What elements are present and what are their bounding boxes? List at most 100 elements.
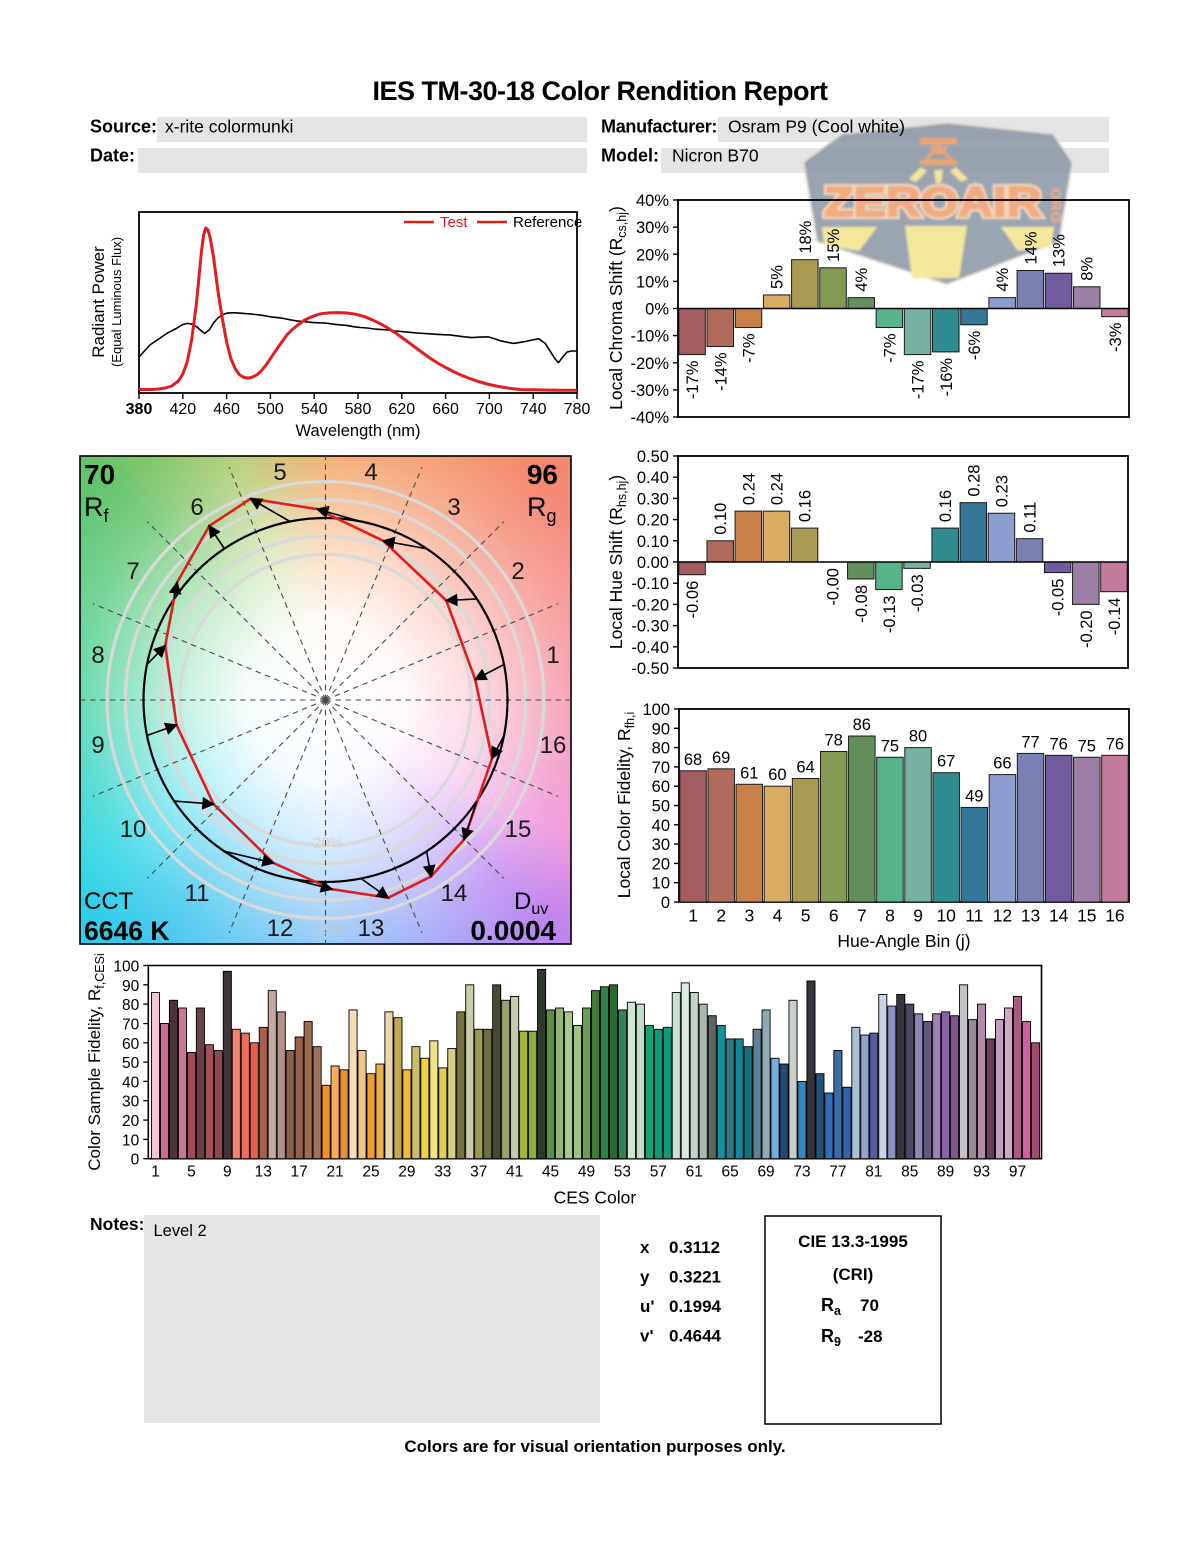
- svg-text:0.24: 0.24: [768, 473, 786, 505]
- svg-text:11: 11: [185, 880, 210, 907]
- svg-text:1: 1: [151, 1164, 160, 1181]
- svg-text:14: 14: [441, 880, 468, 907]
- svg-text:3: 3: [447, 494, 460, 521]
- svg-text:80: 80: [909, 728, 927, 746]
- svg-text:0: 0: [131, 1152, 140, 1169]
- svg-text:12: 12: [993, 906, 1012, 926]
- svg-text:Test: Test: [440, 214, 468, 231]
- svg-text:5: 5: [801, 906, 811, 926]
- svg-text:70: 70: [860, 1296, 879, 1315]
- svg-text:4: 4: [364, 459, 377, 486]
- svg-text:Local Chroma Shift (Rcs,hj): Local Chroma Shift (Rcs,hj): [606, 206, 629, 410]
- svg-text:20%: 20%: [636, 246, 669, 264]
- svg-text:(CRI): (CRI): [833, 1265, 874, 1284]
- svg-text:40%: 40%: [636, 192, 669, 210]
- svg-text:5: 5: [187, 1164, 196, 1181]
- svg-text:0.10: 0.10: [637, 533, 669, 551]
- svg-text:60: 60: [652, 778, 670, 796]
- svg-text:16: 16: [540, 732, 567, 759]
- svg-text:0.30: 0.30: [637, 490, 669, 508]
- svg-text:-0.05: -0.05: [1050, 579, 1068, 617]
- svg-text:37: 37: [470, 1164, 487, 1181]
- svg-text:14%: 14%: [1022, 231, 1040, 264]
- svg-text:76: 76: [1106, 735, 1124, 753]
- svg-text:-0.50: -0.50: [631, 660, 669, 678]
- svg-text:30: 30: [652, 836, 670, 854]
- svg-text:80: 80: [122, 997, 140, 1014]
- svg-text:69: 69: [712, 749, 730, 767]
- svg-text:5%: 5%: [769, 265, 787, 289]
- svg-text:21: 21: [326, 1164, 343, 1181]
- svg-text:x-rite colormunki: x-rite colormunki: [165, 117, 293, 137]
- svg-text:380: 380: [126, 401, 153, 418]
- svg-text:-0.03: -0.03: [909, 574, 927, 612]
- svg-text:0.3112: 0.3112: [669, 1238, 720, 1257]
- svg-text:Nicron B70: Nicron B70: [672, 146, 759, 166]
- svg-text:-16%: -16%: [938, 358, 956, 397]
- svg-text:30: 30: [122, 1094, 140, 1111]
- svg-text:0.24: 0.24: [740, 473, 758, 505]
- svg-text:ZEROAIR: ZEROAIR: [824, 179, 1041, 226]
- svg-text:7: 7: [857, 906, 867, 926]
- svg-text:75: 75: [881, 737, 899, 755]
- svg-text:60: 60: [768, 766, 786, 784]
- svg-text:18%: 18%: [797, 220, 815, 253]
- svg-text:89: 89: [937, 1164, 954, 1181]
- svg-text:Manufacturer:: Manufacturer:: [601, 117, 717, 137]
- svg-text:Local Hue Shift (Rhs,hj): Local Hue Shift (Rhs,hj): [606, 475, 629, 649]
- svg-text:77: 77: [829, 1164, 846, 1181]
- svg-text:0.23: 0.23: [993, 475, 1011, 507]
- svg-text:-0.40: -0.40: [631, 639, 669, 657]
- svg-text:ZEROAIR: ZEROAIR: [824, 179, 1041, 226]
- svg-text:78: 78: [825, 731, 843, 749]
- svg-text:y: y: [640, 1268, 650, 1287]
- svg-text:CES Color: CES Color: [554, 1188, 637, 1208]
- svg-text:-17%: -17%: [910, 360, 928, 399]
- svg-text:13: 13: [358, 915, 385, 942]
- svg-text:29: 29: [398, 1164, 415, 1181]
- svg-text:90: 90: [122, 978, 140, 995]
- svg-text:14: 14: [1049, 906, 1069, 926]
- svg-text:6: 6: [829, 906, 839, 926]
- svg-text:u': u': [640, 1297, 654, 1316]
- svg-text:-0.14: -0.14: [1106, 598, 1124, 636]
- svg-text:-20%: -20%: [630, 355, 669, 373]
- svg-text:740: 740: [520, 401, 547, 418]
- svg-text:13%: 13%: [1051, 234, 1069, 267]
- svg-text:12: 12: [267, 915, 294, 942]
- svg-text:660: 660: [432, 401, 459, 418]
- svg-text:0.3221: 0.3221: [669, 1268, 721, 1287]
- svg-text:3: 3: [744, 906, 754, 926]
- svg-text:Source:: Source:: [90, 117, 157, 137]
- svg-text:-14%: -14%: [712, 352, 730, 391]
- svg-text:-17%: -17%: [684, 360, 702, 399]
- svg-text:-0.10: -0.10: [631, 575, 669, 593]
- svg-text:61: 61: [740, 764, 758, 782]
- svg-text:6: 6: [190, 494, 203, 521]
- svg-text:8: 8: [91, 642, 104, 669]
- svg-text:67: 67: [937, 753, 955, 771]
- svg-text:75: 75: [1078, 737, 1096, 755]
- svg-text:40: 40: [122, 1074, 140, 1091]
- svg-text:-7%: -7%: [881, 333, 899, 363]
- svg-text:Reference: Reference: [513, 214, 582, 231]
- svg-text:6646 K: 6646 K: [84, 916, 169, 946]
- svg-text:0.50: 0.50: [637, 448, 669, 466]
- svg-text:60: 60: [122, 1036, 140, 1053]
- svg-text:1: 1: [546, 642, 559, 669]
- svg-text:76: 76: [1050, 735, 1068, 753]
- svg-text:-10%: -10%: [630, 328, 669, 346]
- svg-text:9: 9: [91, 732, 104, 759]
- svg-text:70: 70: [122, 1016, 140, 1033]
- svg-text:0.16: 0.16: [937, 490, 955, 522]
- svg-text:-0.20: -0.20: [631, 596, 669, 614]
- svg-text:80: 80: [652, 740, 670, 758]
- svg-text:20: 20: [122, 1113, 140, 1130]
- svg-text:Duv: Duv: [514, 888, 548, 918]
- svg-text:ORG: ORG: [1047, 188, 1064, 224]
- svg-text:100: 100: [113, 959, 139, 976]
- svg-text:45: 45: [542, 1164, 559, 1181]
- svg-text:30%: 30%: [636, 219, 669, 237]
- svg-text:Color Sample Fidelity, Rf,CESi: Color Sample Fidelity, Rf,CESi: [85, 953, 107, 1170]
- svg-text:IES TM-30-18 Color Rendition R: IES TM-30-18 Color Rendition Report: [372, 76, 828, 106]
